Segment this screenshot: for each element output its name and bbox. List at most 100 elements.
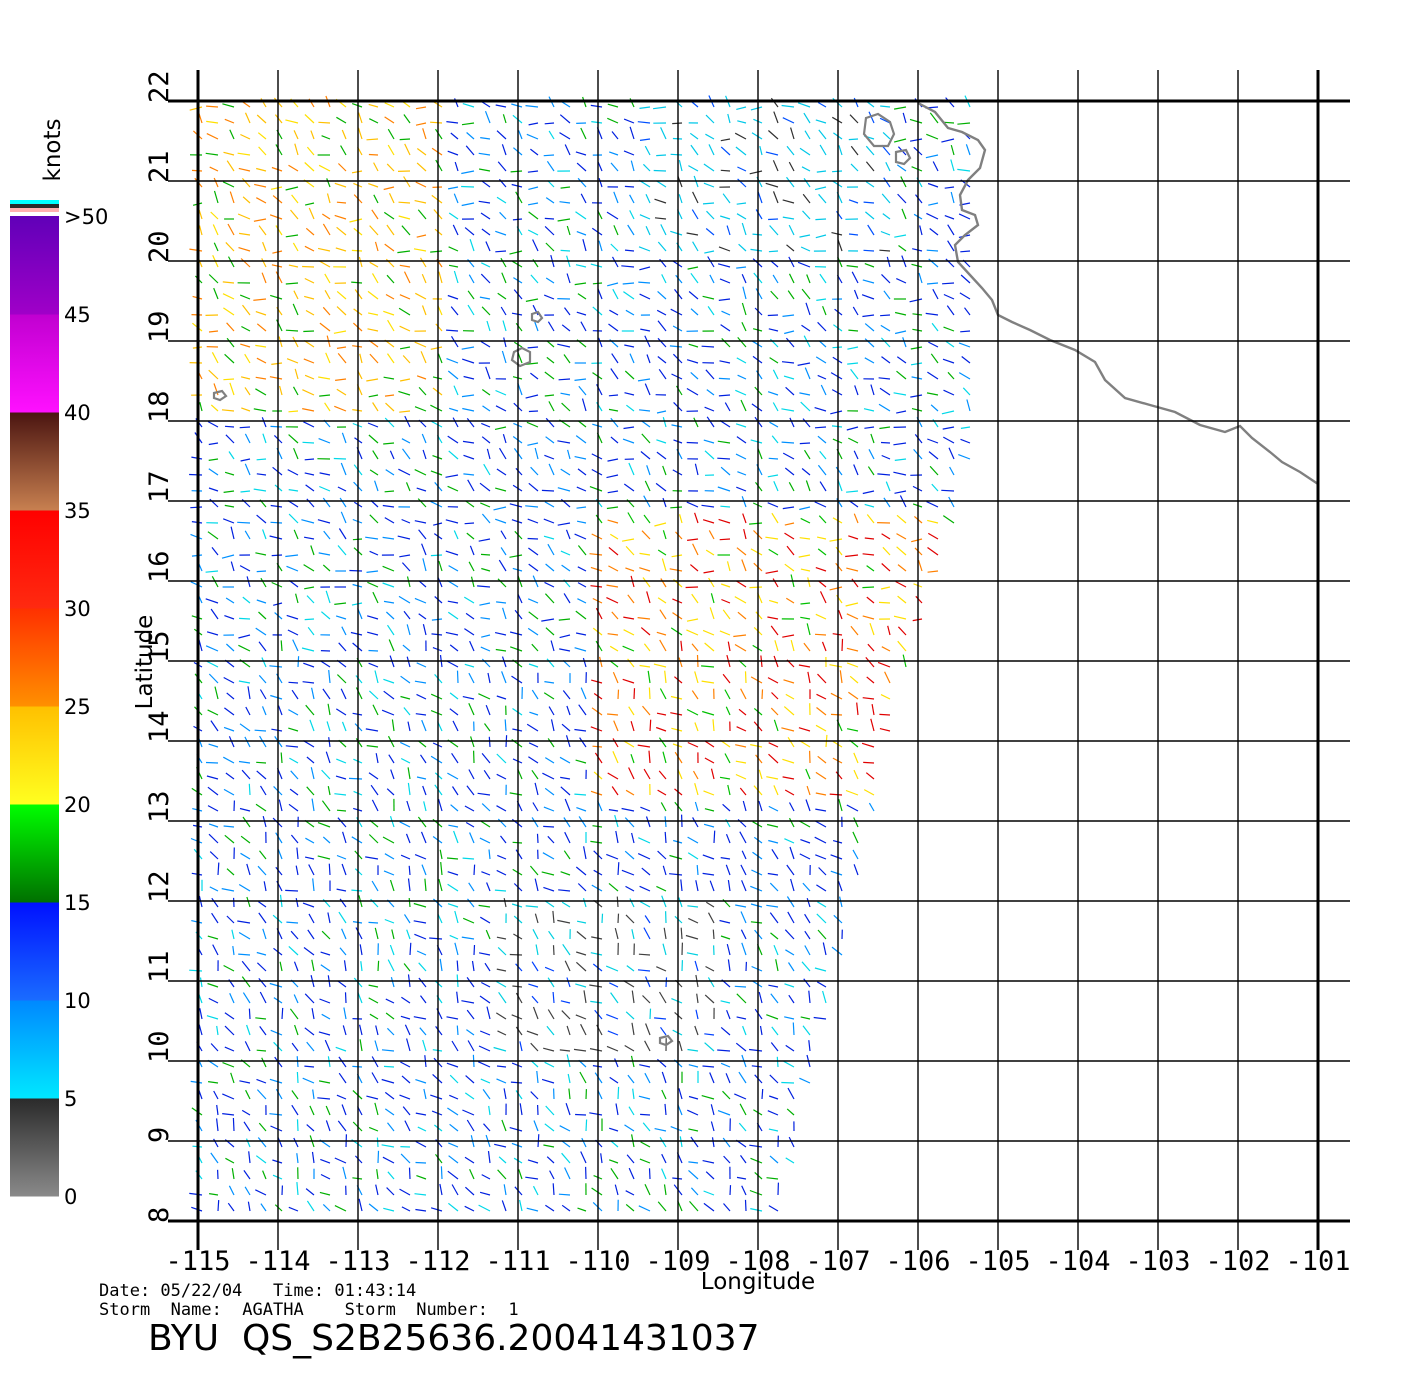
wind-vector bbox=[255, 388, 267, 396]
wind-vector bbox=[894, 234, 907, 238]
wind-vector bbox=[786, 896, 795, 908]
wind-vector bbox=[709, 274, 715, 284]
wind-vector bbox=[485, 366, 491, 380]
wind-vector bbox=[567, 1073, 571, 1084]
wind-vector bbox=[336, 854, 347, 860]
wind-vector bbox=[611, 131, 619, 140]
wind-vector bbox=[614, 1058, 619, 1068]
wind-vector bbox=[509, 250, 523, 255]
wind-vector bbox=[864, 338, 875, 348]
wind-vector bbox=[446, 1016, 459, 1020]
wind-vector bbox=[627, 224, 635, 236]
wind-vector bbox=[281, 1007, 284, 1020]
wind-vector bbox=[501, 1119, 507, 1132]
wind-vector bbox=[915, 595, 923, 604]
wind-vector bbox=[818, 867, 827, 876]
wind-vector bbox=[751, 132, 763, 140]
wind-vector bbox=[769, 912, 779, 924]
wind-vector bbox=[814, 426, 827, 429]
wind-vector bbox=[852, 306, 859, 316]
wind-vector bbox=[799, 147, 811, 156]
wind-vector bbox=[669, 854, 683, 860]
wind-vector bbox=[421, 543, 427, 556]
longitude-tick: -103 bbox=[1125, 1246, 1190, 1277]
wind-vector bbox=[577, 293, 587, 300]
wind-vector bbox=[496, 601, 507, 604]
wind-vector bbox=[575, 151, 587, 156]
wind-vector bbox=[291, 1090, 299, 1100]
wind-vector bbox=[302, 902, 315, 908]
wind-vector bbox=[686, 618, 699, 622]
wind-vector bbox=[337, 353, 347, 364]
wind-vector bbox=[407, 767, 411, 780]
wind-vector bbox=[896, 356, 907, 364]
wind-vector bbox=[367, 631, 379, 636]
wind-vector bbox=[566, 705, 571, 716]
wind-vector bbox=[258, 978, 267, 988]
wind-vector bbox=[532, 802, 539, 812]
wind-vector bbox=[295, 897, 299, 908]
wind-vector bbox=[801, 468, 811, 476]
wind-vector bbox=[911, 263, 923, 268]
wind-vector bbox=[243, 1170, 251, 1180]
wind-vector bbox=[644, 145, 651, 156]
wind-vector bbox=[189, 106, 203, 111]
wind-vector bbox=[943, 436, 955, 444]
wind-vector bbox=[848, 138, 859, 141]
wind-vector bbox=[422, 1039, 427, 1052]
wind-vector bbox=[367, 615, 379, 620]
wind-vector bbox=[817, 901, 827, 908]
wind-vector bbox=[802, 882, 811, 892]
wind-vector bbox=[898, 245, 907, 252]
wind-vector bbox=[244, 1041, 251, 1052]
wind-vector bbox=[366, 570, 379, 573]
wind-vector bbox=[241, 960, 251, 972]
wind-vector bbox=[449, 708, 459, 716]
wind-vector bbox=[226, 692, 235, 700]
wind-vector bbox=[407, 721, 411, 732]
wind-vector bbox=[862, 615, 875, 620]
wind-vector bbox=[271, 166, 283, 172]
wind-vector bbox=[385, 402, 395, 412]
wind-vector bbox=[389, 944, 395, 956]
wind-vector bbox=[739, 1103, 747, 1116]
wind-vector bbox=[868, 449, 875, 460]
wind-vector bbox=[639, 1158, 651, 1164]
wind-vector bbox=[468, 274, 475, 284]
wind-vector bbox=[319, 998, 331, 1004]
wind-vector bbox=[694, 722, 699, 732]
wind-vector bbox=[372, 402, 379, 412]
wind-vector bbox=[237, 213, 251, 220]
wind-vector bbox=[303, 330, 315, 333]
wind-vector bbox=[224, 471, 235, 476]
wind-vector bbox=[575, 961, 587, 972]
wind-vector bbox=[580, 127, 587, 140]
wind-vector bbox=[304, 586, 315, 590]
wind-vector bbox=[798, 664, 811, 668]
wind-vector bbox=[501, 272, 507, 284]
wind-vector bbox=[741, 559, 747, 572]
wind-vector bbox=[352, 103, 363, 108]
wind-vector bbox=[495, 518, 507, 524]
wind-vector bbox=[741, 850, 747, 860]
wind-vector bbox=[462, 917, 475, 924]
wind-vector bbox=[749, 1144, 763, 1148]
wind-vector bbox=[717, 457, 731, 460]
wind-vector bbox=[695, 1009, 699, 1020]
wind-vector bbox=[869, 623, 875, 636]
wind-vector bbox=[645, 226, 651, 236]
wind-vector bbox=[605, 965, 619, 972]
wind-vector bbox=[645, 194, 651, 204]
wind-vector bbox=[566, 977, 571, 988]
wind-vector bbox=[477, 585, 491, 588]
wind-vector bbox=[256, 951, 267, 956]
wind-vector bbox=[296, 847, 299, 860]
wind-vector bbox=[702, 519, 715, 524]
wind-vector bbox=[207, 531, 219, 540]
wind-vector bbox=[910, 394, 923, 398]
wind-vector bbox=[614, 927, 619, 940]
wind-vector bbox=[482, 405, 491, 412]
wind-vector bbox=[287, 629, 299, 636]
wind-vector bbox=[343, 960, 347, 972]
wind-vector bbox=[625, 1203, 635, 1212]
